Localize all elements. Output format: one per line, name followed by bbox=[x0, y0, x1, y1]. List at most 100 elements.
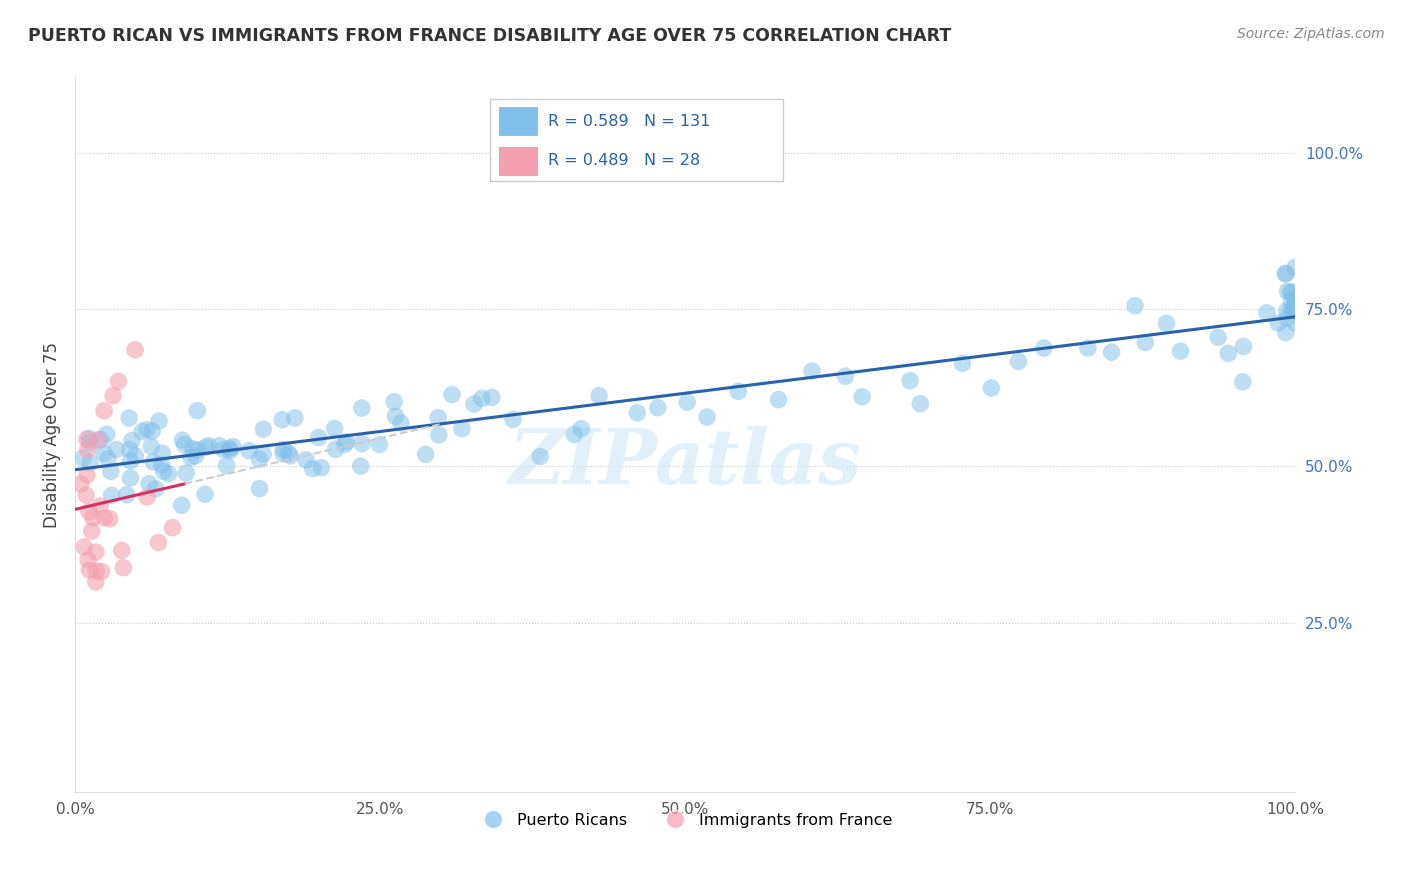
Point bbox=[76, 468, 98, 483]
Point bbox=[93, 510, 115, 524]
Point bbox=[101, 389, 124, 403]
Point bbox=[84, 574, 107, 589]
Point bbox=[115, 488, 138, 502]
Point bbox=[77, 431, 100, 445]
Point bbox=[350, 401, 373, 416]
Point bbox=[111, 543, 134, 558]
Point bbox=[1284, 260, 1306, 275]
Point bbox=[1274, 326, 1296, 340]
Point bbox=[626, 406, 648, 420]
Point bbox=[90, 433, 112, 447]
Point bbox=[180, 450, 202, 465]
Point bbox=[350, 436, 373, 450]
Point bbox=[112, 560, 135, 574]
Point bbox=[1256, 306, 1278, 320]
Point bbox=[768, 392, 790, 407]
Point bbox=[1232, 375, 1254, 389]
Point bbox=[73, 540, 96, 554]
Point bbox=[1284, 295, 1306, 310]
Point bbox=[75, 488, 97, 502]
Point bbox=[76, 432, 98, 446]
Point bbox=[529, 450, 551, 464]
Point bbox=[502, 412, 524, 426]
Point bbox=[249, 452, 271, 467]
Point bbox=[172, 433, 194, 447]
Point bbox=[278, 449, 301, 463]
Point bbox=[382, 394, 405, 409]
Point bbox=[415, 447, 437, 461]
Point bbox=[107, 375, 129, 389]
Point bbox=[1281, 285, 1303, 299]
Point bbox=[271, 413, 294, 427]
Point bbox=[696, 409, 718, 424]
Point bbox=[121, 434, 143, 448]
Text: Source: ZipAtlas.com: Source: ZipAtlas.com bbox=[1237, 27, 1385, 41]
Point bbox=[120, 454, 142, 468]
Point bbox=[150, 458, 173, 472]
Point bbox=[481, 391, 503, 405]
Point bbox=[219, 443, 242, 458]
Point bbox=[186, 403, 208, 417]
Point bbox=[77, 553, 100, 567]
Point bbox=[676, 395, 699, 409]
Point bbox=[1156, 317, 1178, 331]
Point bbox=[1279, 294, 1302, 309]
Y-axis label: Disability Age Over 75: Disability Age Over 75 bbox=[44, 342, 60, 528]
Point bbox=[588, 389, 610, 403]
Legend: Puerto Ricans, Immigrants from France: Puerto Ricans, Immigrants from France bbox=[471, 806, 898, 834]
Point bbox=[252, 422, 274, 436]
Point bbox=[186, 442, 208, 457]
Point bbox=[284, 410, 307, 425]
Point bbox=[152, 465, 174, 479]
Point bbox=[162, 521, 184, 535]
Point bbox=[350, 459, 373, 474]
Point bbox=[238, 443, 260, 458]
Point bbox=[1275, 303, 1298, 318]
Point bbox=[120, 471, 142, 485]
Point bbox=[215, 458, 238, 473]
Point bbox=[463, 397, 485, 411]
Point bbox=[1284, 297, 1306, 311]
Point bbox=[440, 387, 463, 401]
Point bbox=[82, 510, 104, 524]
Point bbox=[1077, 341, 1099, 355]
Point bbox=[93, 404, 115, 418]
Point bbox=[135, 423, 157, 437]
Point bbox=[1277, 285, 1299, 299]
Point bbox=[222, 440, 245, 454]
Point bbox=[145, 482, 167, 496]
Point bbox=[79, 456, 101, 470]
Point bbox=[952, 356, 974, 370]
Point bbox=[1135, 335, 1157, 350]
Point bbox=[118, 411, 141, 425]
Point bbox=[148, 535, 170, 549]
Point bbox=[1279, 285, 1302, 300]
Point bbox=[801, 364, 824, 378]
Point bbox=[1282, 302, 1305, 317]
Point bbox=[89, 499, 111, 513]
Point bbox=[1277, 311, 1299, 326]
Point bbox=[295, 452, 318, 467]
Point bbox=[141, 439, 163, 453]
Point bbox=[323, 421, 346, 435]
Point bbox=[1267, 316, 1289, 330]
Point bbox=[277, 446, 299, 460]
Point bbox=[333, 437, 356, 451]
Point bbox=[325, 442, 347, 457]
Point bbox=[252, 447, 274, 461]
Point bbox=[471, 392, 494, 406]
Point bbox=[562, 427, 585, 442]
Point bbox=[72, 450, 94, 465]
Point bbox=[1007, 354, 1029, 368]
Point bbox=[174, 466, 197, 480]
Point bbox=[1274, 267, 1296, 281]
Point bbox=[1123, 299, 1146, 313]
Point bbox=[141, 424, 163, 438]
Point bbox=[910, 397, 932, 411]
Point bbox=[79, 435, 101, 450]
Point bbox=[218, 442, 240, 456]
Point bbox=[77, 505, 100, 519]
Point bbox=[834, 369, 856, 384]
Point bbox=[79, 563, 101, 577]
Point bbox=[273, 442, 295, 457]
